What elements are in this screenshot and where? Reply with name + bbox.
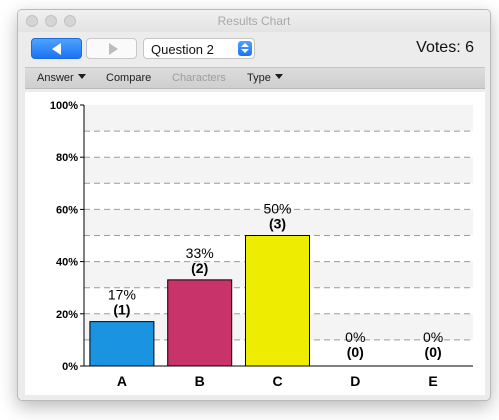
toolbar: Question 2 Votes: 6 xyxy=(18,34,490,66)
previous-question-button[interactable] xyxy=(31,38,82,59)
x-tick-label: C xyxy=(272,373,282,389)
bar-count-label: (0) xyxy=(347,344,364,360)
zoom-window-button[interactable] xyxy=(64,15,76,27)
y-tick-label: 60% xyxy=(56,204,78,216)
select-stepper-icon xyxy=(238,41,252,56)
window-title: Results Chart xyxy=(217,14,291,28)
title-bar: Results Chart xyxy=(18,10,490,32)
chart-menu-bar: Answer Compare Characters Type xyxy=(25,67,485,89)
y-tick-label: 0% xyxy=(62,361,78,373)
results-chart-window: Results Chart Question 2 Votes: 6 Answer… xyxy=(17,9,491,401)
left-arrow-icon xyxy=(52,43,61,55)
compare-menu[interactable]: Compare xyxy=(106,72,152,84)
results-bar-chart: 0% 20% 40% 60% 80% 100% 17%(1) A 33%(2) B 50%(3) C 0… xyxy=(50,100,473,389)
bar-count-label: (0) xyxy=(425,344,442,360)
chevron-down-icon xyxy=(77,74,86,79)
bar-value-label: 17% xyxy=(108,287,136,303)
x-tick-label: D xyxy=(350,373,360,389)
bar-c xyxy=(245,235,310,367)
grid-band xyxy=(84,209,473,236)
grid-band xyxy=(84,105,473,132)
bar-a xyxy=(89,321,155,367)
y-tick-label: 20% xyxy=(56,309,78,321)
chevron-down-icon xyxy=(274,74,283,79)
y-tick-label: 100% xyxy=(50,100,78,112)
answer-menu[interactable]: Answer xyxy=(37,72,86,84)
y-tick-label: 40% xyxy=(56,257,78,269)
chart-area: 0% 20% 40% 60% 80% 100% 17% (1) A 33% (2) B 50% (3) C 0… xyxy=(25,92,485,395)
x-tick-label: A xyxy=(117,373,127,389)
bar-count-label: (3) xyxy=(269,216,286,232)
y-tick-label: 80% xyxy=(56,152,78,164)
question-select[interactable]: Question 2 xyxy=(143,38,255,59)
bar-value-label: 33% xyxy=(186,245,214,261)
bar-b xyxy=(167,279,233,367)
grid-band xyxy=(84,157,473,184)
x-tick-label: B xyxy=(195,373,205,389)
bar-value-label: 0% xyxy=(345,329,365,345)
bar-count-label: (2) xyxy=(191,260,208,276)
bar-value-label: 50% xyxy=(263,201,291,217)
characters-menu: Characters xyxy=(172,72,226,84)
type-menu[interactable]: Type xyxy=(247,72,283,84)
bar-value-label: 0% xyxy=(423,329,443,345)
minimize-window-button[interactable] xyxy=(45,15,57,27)
close-window-button[interactable] xyxy=(26,15,38,27)
x-tick-label: E xyxy=(428,373,437,389)
right-arrow-icon xyxy=(109,43,118,55)
next-question-button[interactable] xyxy=(86,38,137,59)
votes-count: Votes: 6 xyxy=(416,39,474,56)
bar-count-label: (1) xyxy=(113,302,130,318)
question-select-value: Question 2 xyxy=(151,42,214,57)
